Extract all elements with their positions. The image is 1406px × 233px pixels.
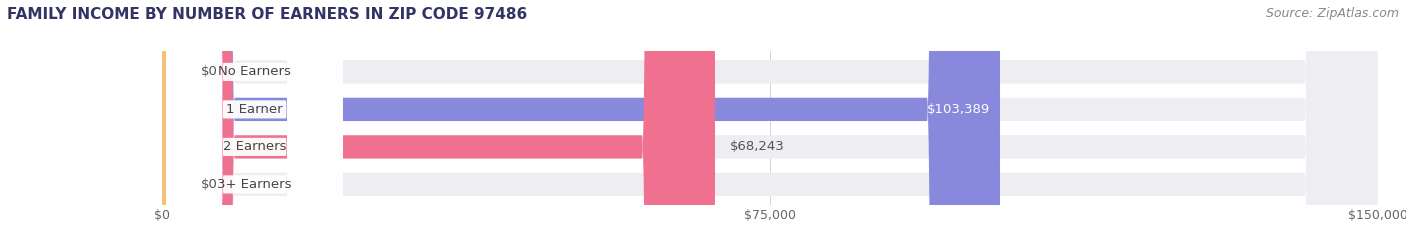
FancyBboxPatch shape — [162, 0, 716, 233]
Text: 2 Earners: 2 Earners — [224, 140, 287, 153]
FancyBboxPatch shape — [162, 0, 1000, 233]
FancyBboxPatch shape — [166, 0, 343, 233]
FancyBboxPatch shape — [156, 0, 194, 233]
FancyBboxPatch shape — [166, 0, 343, 233]
Text: 3+ Earners: 3+ Earners — [218, 178, 292, 191]
FancyBboxPatch shape — [162, 0, 1378, 233]
Text: $68,243: $68,243 — [730, 140, 785, 153]
FancyBboxPatch shape — [156, 0, 194, 233]
FancyBboxPatch shape — [166, 0, 343, 233]
FancyBboxPatch shape — [162, 0, 1378, 233]
FancyBboxPatch shape — [162, 0, 1378, 233]
Text: FAMILY INCOME BY NUMBER OF EARNERS IN ZIP CODE 97486: FAMILY INCOME BY NUMBER OF EARNERS IN ZI… — [7, 7, 527, 22]
FancyBboxPatch shape — [166, 0, 343, 233]
Text: $0: $0 — [201, 65, 218, 78]
Text: $0: $0 — [201, 178, 218, 191]
Text: No Earners: No Earners — [218, 65, 291, 78]
Text: $103,389: $103,389 — [927, 103, 990, 116]
Text: Source: ZipAtlas.com: Source: ZipAtlas.com — [1265, 7, 1399, 20]
FancyBboxPatch shape — [162, 0, 1378, 233]
Text: 1 Earner: 1 Earner — [226, 103, 283, 116]
